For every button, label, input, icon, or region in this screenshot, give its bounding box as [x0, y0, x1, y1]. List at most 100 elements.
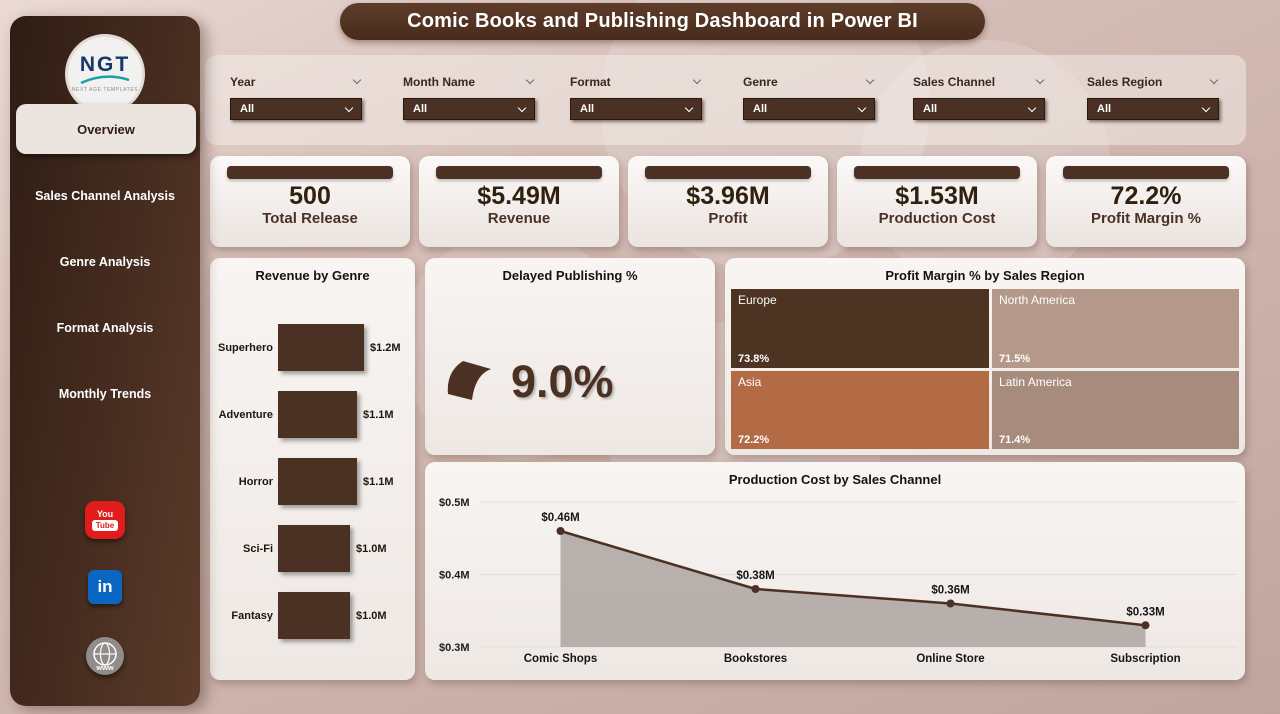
- chevron-down-icon: [344, 103, 354, 112]
- bar[interactable]: [278, 391, 357, 438]
- x-axis-label: Subscription: [1110, 653, 1180, 665]
- youtube-icon-text: You: [96, 509, 114, 519]
- data-point[interactable]: [1141, 621, 1150, 630]
- x-axis-label: Online Store: [916, 653, 984, 665]
- filter-sales-region: Sales Region All: [1087, 75, 1222, 120]
- dropdown-value: All: [240, 103, 255, 115]
- dropdown-value: All: [1097, 103, 1112, 115]
- value-label: $1.1M: [363, 408, 394, 421]
- y-axis-tick: $0.5M: [439, 497, 470, 509]
- bar[interactable]: [278, 324, 364, 371]
- bar-row: Superhero $1.2M: [210, 314, 415, 381]
- value-label: $1.0M: [356, 609, 387, 622]
- kpi-label: Profit: [708, 210, 748, 227]
- treemap-cell-europe[interactable]: Europe 73.8%: [731, 289, 989, 368]
- treemap-cell-asia[interactable]: Asia 72.2%: [731, 370, 989, 449]
- bar-row: Fantasy $1.0M: [210, 582, 415, 649]
- filter-label: Month Name: [403, 75, 475, 89]
- region-name: Asia: [738, 374, 762, 389]
- kpi-label: Production Cost: [878, 210, 996, 227]
- category-label: Horror: [238, 475, 273, 488]
- year-dropdown[interactable]: All: [230, 98, 362, 120]
- gauge-content: 9.0%: [445, 356, 614, 408]
- bar[interactable]: [278, 592, 350, 639]
- area-fill: [560, 531, 1146, 647]
- chevron-down-icon: [857, 103, 867, 112]
- chevron-down-icon[interactable]: [352, 75, 362, 85]
- treemap-cell-north-america[interactable]: North America 71.5%: [992, 289, 1239, 368]
- youtube-icon[interactable]: You Tube: [85, 501, 125, 539]
- sales-region-dropdown[interactable]: All: [1087, 98, 1219, 120]
- y-axis-tick: $0.4M: [439, 570, 470, 582]
- linkedin-icon[interactable]: in: [88, 570, 122, 604]
- format-dropdown[interactable]: All: [570, 98, 702, 120]
- value-label: $1.2M: [370, 341, 401, 354]
- logo-swoosh-icon: [80, 75, 130, 85]
- kpi-accent-bar: [854, 166, 1020, 179]
- chevron-down-icon[interactable]: [1035, 75, 1045, 85]
- region-value: 73.8%: [738, 352, 770, 365]
- chevron-down-icon: [517, 103, 527, 112]
- treemap-grid: Europe 73.8% North America 71.5% Asia 72…: [731, 289, 1239, 449]
- web-globe-icon[interactable]: www: [86, 637, 124, 675]
- treemap-cell-latin-america[interactable]: Latin America 71.4%: [992, 370, 1239, 449]
- dropdown-value: All: [580, 103, 595, 115]
- globe-graphic: www: [93, 642, 117, 672]
- x-axis-label: Bookstores: [724, 653, 787, 665]
- data-point[interactable]: [946, 599, 955, 608]
- sales-channel-dropdown[interactable]: All: [913, 98, 1045, 120]
- area-chart: $0.5M $0.4M $0.3M $0.46M Comic Shops $0.38M Bo…: [439, 497, 1237, 665]
- filter-label: Sales Region: [1087, 75, 1163, 89]
- chevron-down-icon: [684, 103, 694, 112]
- category-label: Sci-Fi: [243, 542, 273, 555]
- chart-title: Revenue by Genre: [255, 268, 370, 283]
- sidebar: NGT NEXT AGE TEMPLATES Overview Sales Ch…: [10, 16, 200, 706]
- chevron-down-icon[interactable]: [1209, 75, 1219, 85]
- dropdown-value: All: [753, 103, 768, 115]
- page-title: Comic Books and Publishing Dashboard in …: [340, 3, 985, 40]
- revenue-by-genre-chart: Revenue by Genre Superhero $1.2M Adventu…: [210, 258, 415, 680]
- trend-line: [560, 529, 1146, 627]
- chevron-down-icon[interactable]: [525, 75, 535, 85]
- linkedin-icon-text: in: [97, 577, 113, 596]
- filter-year: Year All: [230, 75, 365, 120]
- bar[interactable]: [278, 458, 357, 505]
- sidebar-item-monthly-trends[interactable]: Monthly Trends: [58, 387, 152, 401]
- kpi-value: $3.96M: [686, 182, 770, 210]
- delayed-publishing-card: Delayed Publishing % 9.0%: [425, 258, 715, 455]
- data-label: $0.36M: [931, 585, 969, 597]
- month-name-dropdown[interactable]: All: [403, 98, 535, 120]
- sidebar-item-sales-channel-analysis[interactable]: Sales Channel Analysis: [35, 189, 175, 203]
- genre-dropdown[interactable]: All: [743, 98, 875, 120]
- data-point[interactable]: [556, 527, 565, 535]
- value-label: $1.1M: [363, 475, 394, 488]
- bar-chart: Superhero $1.2M Adventure $1.1M Horror $…: [210, 314, 415, 649]
- chevron-down-icon[interactable]: [865, 75, 875, 85]
- data-point[interactable]: [751, 585, 760, 593]
- filter-label: Genre: [743, 75, 778, 89]
- category-label: Superhero: [217, 341, 273, 354]
- chart-title: Production Cost by Sales Channel: [728, 472, 942, 487]
- data-label: $0.33M: [1126, 606, 1164, 618]
- production-cost-chart: Production Cost by Sales Channel $0.5M $0…: [425, 462, 1245, 680]
- kpi-value: $1.53M: [895, 182, 979, 210]
- sidebar-item-format-analysis[interactable]: Format Analysis: [56, 321, 154, 335]
- data-label: $0.38M: [736, 570, 774, 582]
- category-label: Fantasy: [231, 609, 273, 622]
- kpi-profit: $3.96M Profit: [628, 156, 828, 247]
- sidebar-item-overview[interactable]: Overview: [16, 104, 196, 154]
- sidebar-item-genre-analysis[interactable]: Genre Analysis: [59, 255, 151, 269]
- kpi-accent-bar: [1063, 166, 1229, 179]
- region-value: 71.4%: [999, 434, 1031, 446]
- region-name: Europe: [738, 293, 777, 307]
- y-axis-tick: $0.3M: [439, 642, 470, 654]
- x-axis-label: Comic Shops: [524, 653, 597, 665]
- filter-format: Format All: [570, 75, 705, 120]
- chevron-down-icon[interactable]: [692, 75, 702, 85]
- chevron-down-icon: [1027, 103, 1037, 112]
- bar[interactable]: [278, 525, 350, 572]
- gauge-icon: [447, 361, 491, 400]
- dropdown-value: All: [923, 103, 938, 115]
- bar-row: Adventure $1.1M: [210, 381, 415, 448]
